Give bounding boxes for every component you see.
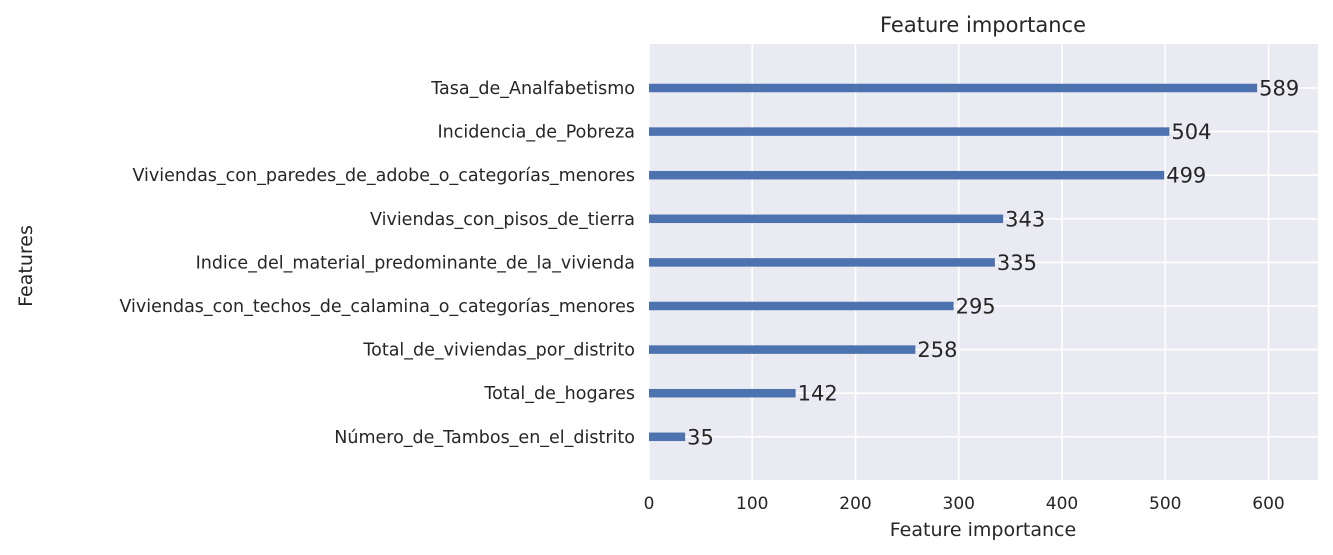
bar xyxy=(649,388,796,398)
bar xyxy=(649,258,995,267)
bar xyxy=(649,432,686,442)
category-label: Total_de_viviendas_por_distrito xyxy=(362,341,635,361)
category-label: Viviendas_con_pisos_de_tierra xyxy=(370,210,635,230)
category-label: Número_de_Tambos_en_el_distrito xyxy=(334,428,635,448)
bar xyxy=(649,214,1004,224)
category-labels: Tasa_de_Analfabetismo Incidencia_de_Pobre… xyxy=(119,79,635,448)
x-tick-labels: 0 100 200 300 400 500 600 xyxy=(644,494,1285,514)
category-label: Incidencia_de_Pobreza xyxy=(437,123,635,143)
data-label: 295 xyxy=(956,295,996,319)
category-label: Total_de_hogares xyxy=(483,384,635,404)
data-label: 258 xyxy=(917,338,957,362)
x-tick-label: 100 xyxy=(736,494,768,514)
data-label: 343 xyxy=(1005,207,1045,231)
bar xyxy=(649,345,916,354)
category-label: Viviendas_con_techos_de_calamina_o_categ… xyxy=(119,297,635,317)
y-axis-label: Features xyxy=(15,225,37,307)
bar xyxy=(649,170,1165,180)
category-label: Tasa_de_Analfabetismo xyxy=(430,79,635,99)
bar xyxy=(649,127,1170,136)
x-tick-label: 0 xyxy=(644,494,655,514)
data-label: 499 xyxy=(1166,164,1206,188)
bars xyxy=(649,83,1258,442)
x-tick-label: 300 xyxy=(943,494,975,514)
chart-title: Feature importance xyxy=(880,13,1086,37)
x-tick-label: 600 xyxy=(1252,494,1284,514)
x-tick-label: 400 xyxy=(1046,494,1078,514)
data-label: 335 xyxy=(997,251,1037,275)
x-tick-label: 200 xyxy=(839,494,871,514)
data-label: 142 xyxy=(798,382,838,406)
data-label: 35 xyxy=(687,425,714,449)
bar xyxy=(649,301,954,311)
bar xyxy=(649,83,1258,93)
category-label: Indice_del_material_predominante_de_la_v… xyxy=(196,253,635,273)
x-tick-label: 500 xyxy=(1149,494,1181,514)
x-axis-label: Feature importance xyxy=(890,519,1076,541)
data-label: 589 xyxy=(1259,77,1299,101)
category-label: Viviendas_con_paredes_de_adobe_o_categor… xyxy=(132,166,635,186)
data-label: 504 xyxy=(1171,120,1211,144)
